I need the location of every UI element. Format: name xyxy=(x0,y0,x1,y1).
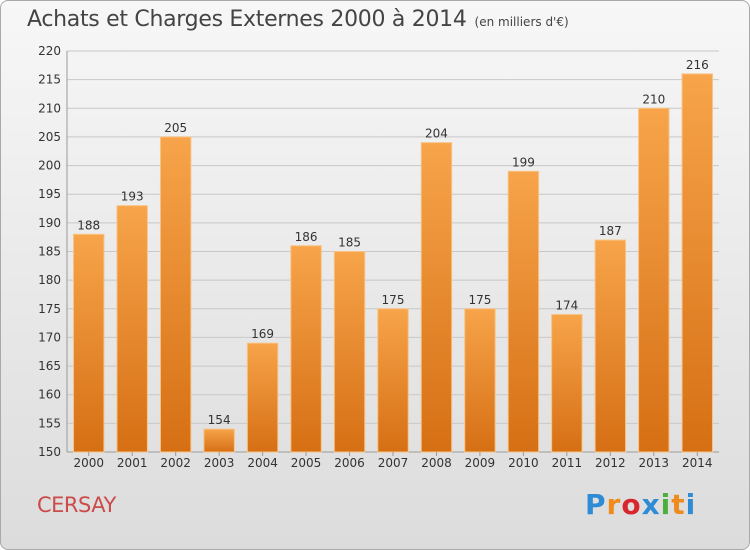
data-label-2004: 169 xyxy=(251,327,274,341)
data-label-2001: 193 xyxy=(121,190,144,204)
data-label-2006: 185 xyxy=(338,236,361,250)
bar-2001 xyxy=(116,205,148,453)
y-tick-label: 180 xyxy=(38,273,61,287)
data-label-2014: 216 xyxy=(686,58,709,72)
bar-2014 xyxy=(681,73,713,453)
data-label-2009: 175 xyxy=(468,293,491,307)
x-axis: 2000 2001 2002 2003 2004 2005 2006 2007 2008 2009… xyxy=(73,452,713,470)
x-tick-label-2006: 2006 xyxy=(334,456,365,470)
logo-letter: i xyxy=(685,488,697,521)
data-label-2003: 154 xyxy=(208,413,231,427)
data-label-2013: 210 xyxy=(642,92,665,106)
bar-2012 xyxy=(594,239,627,453)
proxiti-logo: Proxiti xyxy=(585,488,696,521)
x-tick-label-2007: 2007 xyxy=(378,456,409,470)
bars xyxy=(73,73,713,453)
y-tick-label: 195 xyxy=(38,187,61,201)
chart-title-block: Achats et Charges Externes 2000 à 2014 (e… xyxy=(27,7,569,32)
data-label-2000: 188 xyxy=(77,218,100,232)
x-tick-label-2003: 2003 xyxy=(204,456,235,470)
logo-letter: t xyxy=(671,488,686,521)
data-label-2005: 186 xyxy=(295,230,318,244)
bar-2008 xyxy=(420,142,453,453)
chart-title: Achats et Charges Externes 2000 à 2014 xyxy=(27,7,467,32)
bar-2010 xyxy=(507,170,540,453)
bar-2005 xyxy=(290,245,322,453)
x-tick-label-2010: 2010 xyxy=(508,456,539,470)
data-label-2010: 199 xyxy=(512,155,535,169)
bar-2013 xyxy=(638,107,670,453)
y-tick-label: 205 xyxy=(38,130,61,144)
y-tick-label: 210 xyxy=(38,101,61,115)
x-tick-label-2011: 2011 xyxy=(552,456,583,470)
logo-letter: o xyxy=(621,488,642,521)
x-tick-label-2008: 2008 xyxy=(421,456,452,470)
y-tick-label: 170 xyxy=(38,330,61,344)
y-tick-label: 190 xyxy=(38,216,61,230)
bar-2009 xyxy=(464,308,496,453)
bar-2011 xyxy=(551,314,583,453)
chart-unit: (en milliers d'€) xyxy=(474,15,569,29)
bar-2003 xyxy=(203,428,235,453)
y-tick-label: 150 xyxy=(38,445,61,459)
data-label-2007: 175 xyxy=(382,293,405,307)
logo-letter: P xyxy=(585,488,607,521)
bar-2007 xyxy=(377,308,409,453)
data-label-2008: 204 xyxy=(425,127,448,141)
y-tick-label: 200 xyxy=(38,159,61,173)
x-tick-label-2004: 2004 xyxy=(247,456,278,470)
bar-2000 xyxy=(73,233,105,453)
y-tick-label: 160 xyxy=(38,388,61,402)
y-tick-label: 165 xyxy=(38,359,61,373)
x-tick-label-2014: 2014 xyxy=(682,456,713,470)
y-tick-label: 175 xyxy=(38,302,61,316)
place-name: CERSAY xyxy=(37,493,116,517)
bar-2006 xyxy=(333,251,366,453)
y-tick-label: 220 xyxy=(38,44,61,58)
bar-2004 xyxy=(246,342,279,453)
x-tick-label-2000: 2000 xyxy=(73,456,104,470)
bar-2002 xyxy=(159,136,192,453)
x-tick-label-2009: 2009 xyxy=(465,456,496,470)
x-tick-label-2002: 2002 xyxy=(160,456,191,470)
data-label-2012: 187 xyxy=(599,224,622,238)
logo-letter: x xyxy=(641,488,661,521)
logo-letter: i xyxy=(660,488,672,521)
data-label-2002: 205 xyxy=(164,121,187,135)
logo-letter: r xyxy=(606,488,622,521)
x-tick-label-2012: 2012 xyxy=(595,456,626,470)
y-tick-label: 155 xyxy=(38,416,61,430)
x-tick-label-2005: 2005 xyxy=(291,456,322,470)
x-tick-label-2001: 2001 xyxy=(117,456,148,470)
y-tick-label: 215 xyxy=(38,73,61,87)
y-tick-label: 185 xyxy=(38,245,61,259)
data-label-2011: 174 xyxy=(555,299,578,313)
data-labels: 188 193 205 154 169 186 185 175 204 175 199 174 187 2… xyxy=(77,58,708,427)
x-tick-label-2013: 2013 xyxy=(639,456,670,470)
